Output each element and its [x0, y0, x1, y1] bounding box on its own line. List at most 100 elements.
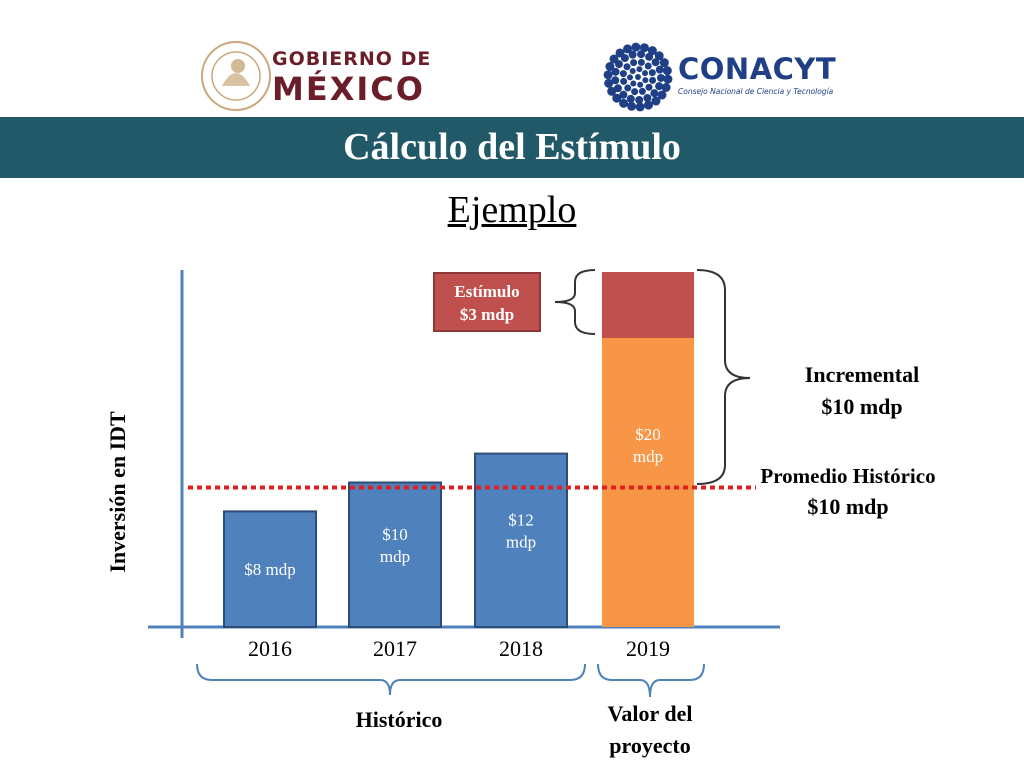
logo-dot [627, 74, 634, 81]
bar-2016 [223, 510, 317, 628]
logo-dot [638, 87, 646, 95]
logo-dot [624, 84, 632, 92]
group-label-project-value: Valor del [608, 701, 693, 726]
logo-dot [643, 93, 652, 102]
logo-dot [643, 100, 653, 110]
page-title: Cálculo del Estímulo [343, 126, 681, 168]
gobierno-line1: GOBIERNO DE [272, 48, 432, 70]
gobierno-logo-text: GOBIERNO DE MÉXICO [272, 48, 432, 108]
logo-dot [663, 74, 673, 84]
logo-dot [637, 81, 644, 88]
logo-dot [647, 46, 657, 56]
stimulus-callout-label: Estímulo [454, 282, 519, 301]
bar-data-label: mdp [380, 547, 410, 566]
logo-dot [651, 96, 661, 106]
logo-dot [604, 78, 614, 88]
logo-dot [628, 50, 637, 59]
logo-dot [642, 70, 649, 77]
logo-dot [611, 67, 620, 76]
conacyt-logo-text: CONACYT Consejo Nacional de Ciencia y Te… [678, 52, 837, 97]
stimulus-brace [554, 269, 596, 335]
mexican-seal-icon [201, 41, 271, 111]
title-bar: Cálculo del Estímulo [0, 117, 1024, 178]
logo-dot [620, 77, 628, 85]
logo-dot [644, 62, 652, 70]
bar-data-label: $20 [635, 425, 661, 444]
logo-dot [656, 73, 665, 82]
logo-dot [655, 65, 664, 74]
logo-dot [655, 82, 664, 91]
bar-2019-stimulus [602, 272, 694, 338]
logo-dot [635, 102, 645, 112]
logo-graphics [201, 41, 673, 112]
conacyt-tagline: Consejo Nacional de Ciencia y Tecnología [678, 87, 834, 96]
logo-dot [623, 44, 633, 54]
logo-dot [623, 63, 631, 71]
logo-dot [648, 69, 656, 77]
incremental-brace [696, 269, 751, 485]
incremental-label: Incremental [805, 362, 919, 387]
group-label-project-value: proyecto [609, 733, 690, 758]
x-tick-label: 2019 [626, 636, 670, 661]
x-tick-label: 2017 [373, 636, 417, 661]
logo-dot [662, 66, 672, 76]
bar-data-label: $8 mdp [244, 560, 295, 579]
logo-dot [654, 51, 664, 61]
logo-dot [657, 90, 667, 100]
logo-dot [615, 48, 625, 58]
incremental-label: $10 mdp [821, 394, 902, 419]
logo-dot [631, 88, 639, 96]
logo-dot [626, 94, 635, 103]
logo-dot [609, 54, 619, 64]
logo-dot [636, 66, 643, 73]
logo-dot [630, 80, 637, 87]
reference-line-label: Promedio Histórico [760, 464, 935, 488]
logo-dot [611, 76, 620, 85]
logo-dot [603, 70, 613, 80]
bar-data-label: $12 [508, 510, 534, 529]
conacyt-dots-icon [603, 42, 673, 112]
logo-dot [612, 93, 622, 103]
logo-dot [639, 43, 649, 53]
logo-dot [651, 58, 660, 67]
project-value-brace [597, 663, 705, 698]
logo-dot [635, 74, 641, 80]
logo-dot [619, 70, 627, 78]
logo-dot [635, 95, 644, 104]
logo-dot [637, 50, 646, 59]
logo-dot [627, 101, 637, 111]
logo-dot [649, 76, 657, 84]
x-tick-label: 2018 [499, 636, 543, 661]
logo-dot [630, 59, 638, 67]
logo-dot [607, 86, 617, 96]
stimulus-callout-box [433, 272, 541, 332]
logo-dot [642, 77, 649, 84]
logo-dot [661, 83, 671, 93]
historico-brace [196, 663, 586, 696]
bar-2018 [474, 452, 568, 628]
reference-line-label: $10 mdp [807, 494, 888, 519]
bar-data-label: $10 [382, 525, 408, 544]
logo-dot [605, 61, 615, 71]
logo-dot [645, 83, 653, 91]
logo-dot [619, 98, 629, 108]
bar-data-label: mdp [633, 447, 663, 466]
stimulus-callout-label: $3 mdp [460, 305, 514, 324]
logo-dot [629, 67, 636, 74]
logo-dot [659, 58, 669, 68]
bar-2019-project [602, 338, 694, 627]
bar-data-label: mdp [506, 532, 536, 551]
bar-2017 [348, 481, 442, 628]
group-label-historico: Histórico [356, 707, 443, 732]
logo-area: GOBIERNO DE MÉXICO CONACYT Consejo Nacio… [0, 0, 1024, 116]
logo-dot [619, 90, 628, 99]
x-tick-label: 2016 [248, 636, 292, 661]
y-axis-label: Inversión en IDT [105, 411, 130, 573]
conacyt-name: CONACYT [678, 52, 837, 86]
logo-dot [637, 58, 645, 66]
logo-dot [650, 89, 659, 98]
page-subtitle: Ejemplo [447, 189, 577, 231]
logo-dot [631, 42, 641, 52]
gobierno-line2: MÉXICO [272, 70, 425, 108]
